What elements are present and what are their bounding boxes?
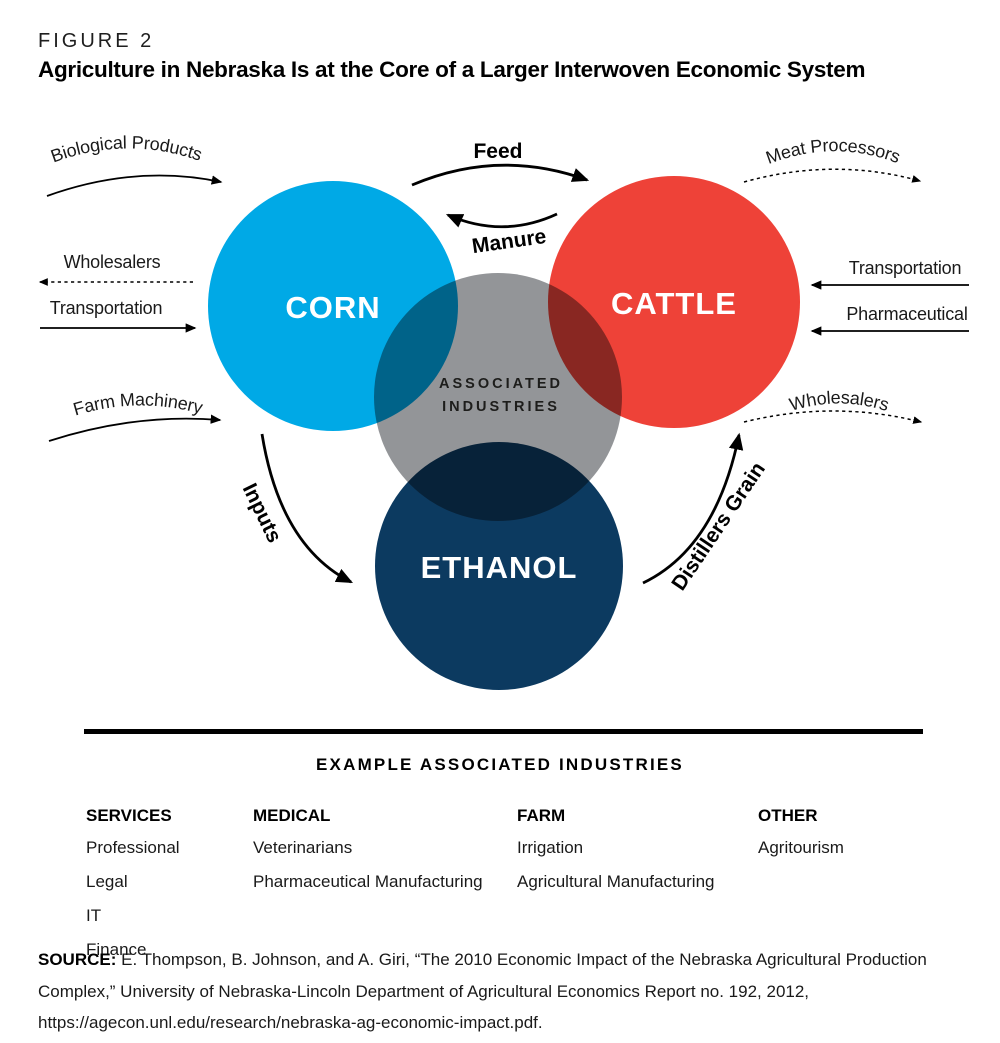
biological-products-arrow xyxy=(46,174,223,197)
transportation-left-label: Transportation xyxy=(50,298,163,318)
pharmaceutical-right-label: Pharmaceutical xyxy=(846,304,967,324)
transportation-right-label: Transportation xyxy=(849,258,962,278)
source-text: E. Thompson, B. Johnson, and A. Giri, “T… xyxy=(38,950,927,1032)
source-label: SOURCE: xyxy=(38,950,117,969)
legend-title: EXAMPLE ASSOCIATED INDUSTRIES xyxy=(316,755,684,774)
cattle-label: CATTLE xyxy=(611,286,737,321)
legend-column-medical: MEDICAL Veterinarians Pharmaceutical Man… xyxy=(253,806,483,906)
legend-column-farm: FARM Irrigation Agricultural Manufacturi… xyxy=(517,806,714,906)
legend-item: Irrigation xyxy=(517,838,584,857)
feed-arrow xyxy=(411,163,590,187)
legend-item: Legal xyxy=(86,872,128,891)
biological-products-label: Biological Products xyxy=(48,132,205,166)
source-note: SOURCE: E. Thompson, B. Johnson, and A. … xyxy=(38,944,988,1039)
legend-item: IT xyxy=(86,906,102,925)
manure-label: Manure xyxy=(471,225,548,258)
legend-column-header: OTHER xyxy=(758,806,818,825)
associated-industries-label-line2: INDUSTRIES xyxy=(442,399,560,415)
inputs-arrow xyxy=(260,433,353,584)
legend-column-header: MEDICAL xyxy=(253,806,331,825)
manure-arrow xyxy=(445,212,558,229)
feed-label: Feed xyxy=(473,140,522,163)
ethanol-circle xyxy=(375,442,623,690)
farm-machinery-arrow xyxy=(48,414,222,442)
corn-label: CORN xyxy=(285,290,380,325)
legend-column-other: OTHER Agritourism xyxy=(758,806,844,872)
legend-item: Pharmaceutical Manufacturing xyxy=(253,872,483,891)
legend-item: Agritourism xyxy=(758,838,844,857)
distillers-grain-arrow xyxy=(642,432,744,585)
ethanol-label: ETHANOL xyxy=(421,550,578,585)
venn-diagram: CORN CATTLE ETHANOL ASSOCIATED INDUSTRIE… xyxy=(38,132,969,690)
wholesalers-left-label: Wholesalers xyxy=(64,252,161,272)
distillers-grain-label: Distillers Grain xyxy=(667,458,770,595)
legend-column-header: SERVICES xyxy=(86,806,172,825)
meat-processors-label: Meat Processors xyxy=(763,135,903,168)
legend-column-header: FARM xyxy=(517,806,566,825)
associated-industries-label-line1: ASSOCIATED xyxy=(439,376,563,392)
legend-item: Finance xyxy=(86,940,147,959)
corn-circle xyxy=(208,181,458,431)
legend-item: Veterinarians xyxy=(253,838,353,857)
meat-processors-arrow xyxy=(743,168,922,183)
legend-item: Agricultural Manufacturing xyxy=(517,872,715,891)
wholesalers-right-arrow xyxy=(743,410,923,424)
inputs-label: Inputs xyxy=(238,480,286,547)
cattle-circle xyxy=(548,176,800,428)
legend-column-services: SERVICES Professional Legal IT Finance xyxy=(86,806,180,974)
wholesalers-right-label: Wholesalers xyxy=(787,387,891,415)
figure-label: FIGURE 2 xyxy=(38,30,155,52)
divider-rule xyxy=(84,729,923,734)
figure-title: Agriculture in Nebraska Is at the Core o… xyxy=(38,57,866,82)
legend-item: Professional xyxy=(86,838,180,857)
farm-machinery-label: Farm Machinery xyxy=(71,389,205,419)
